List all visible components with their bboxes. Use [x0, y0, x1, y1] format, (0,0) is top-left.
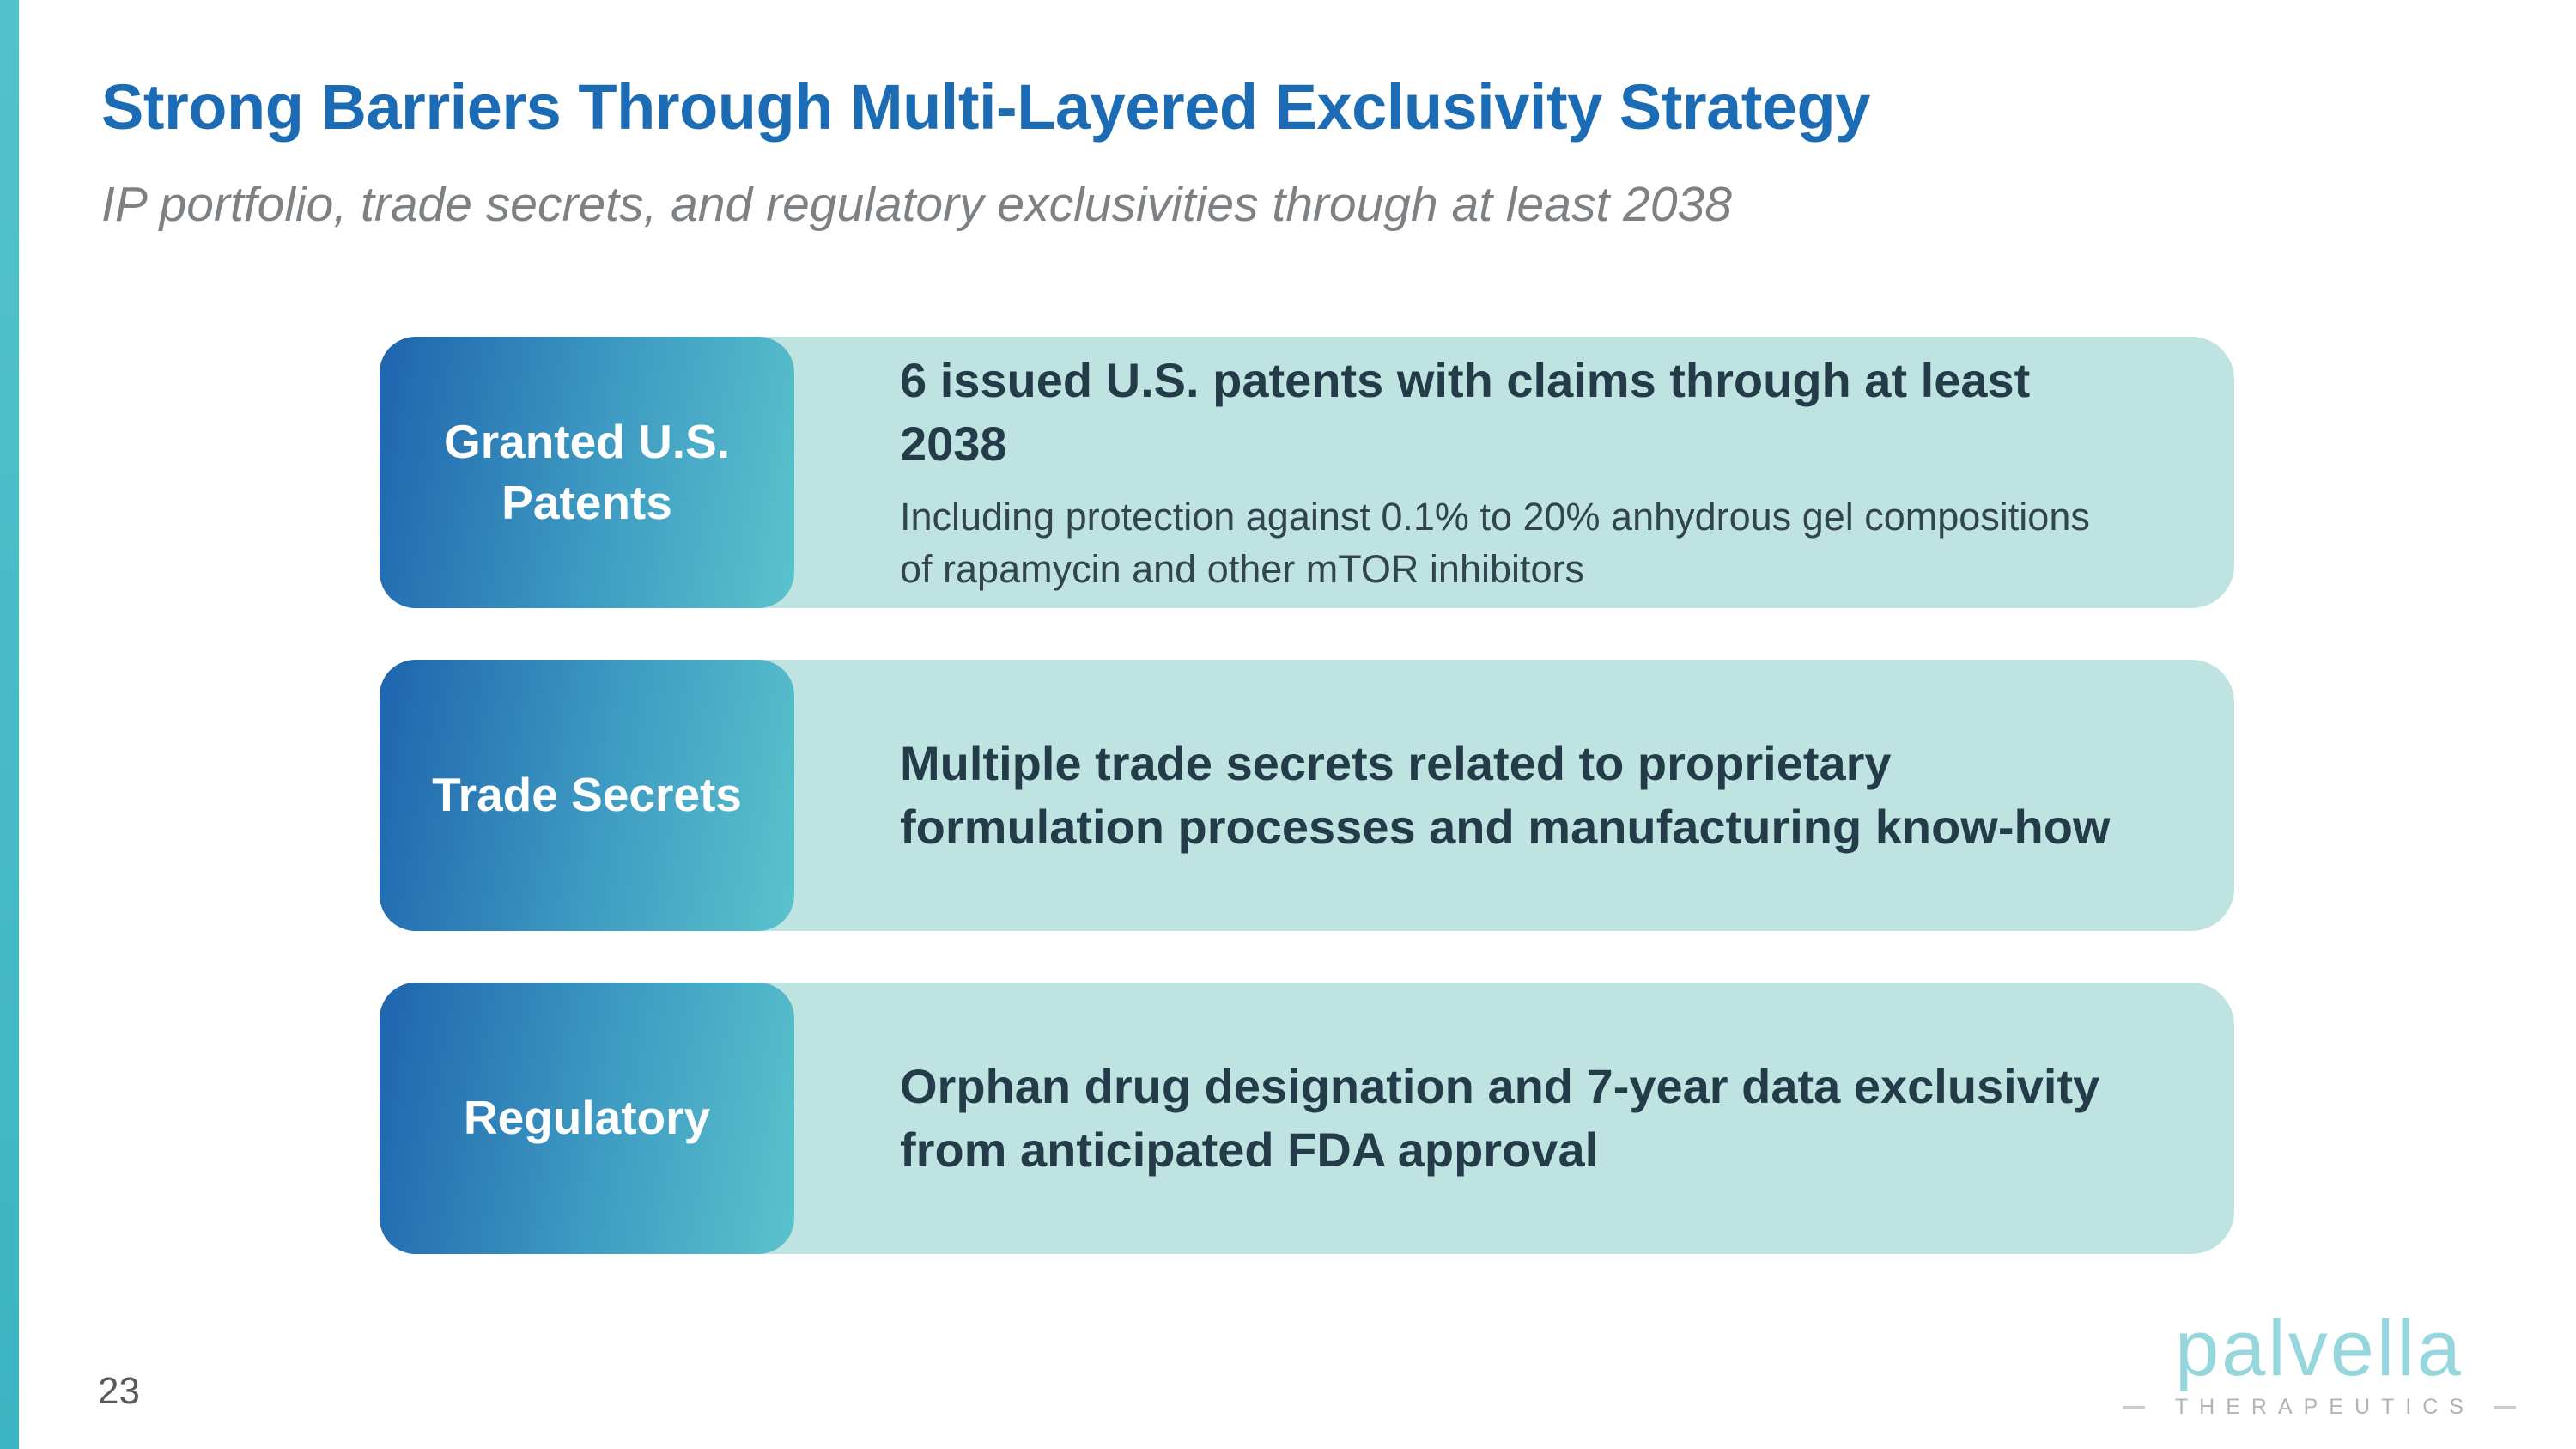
logo-wordmark: palvella [2174, 1305, 2464, 1392]
left-accent-stripe [0, 0, 19, 1449]
exclusivity-rows: Granted U.S. Patents 6 issued U.S. paten… [380, 337, 2234, 1254]
row-granted-us-patents: Granted U.S. Patents 6 issued U.S. paten… [380, 337, 2234, 608]
logo-tagline-text: THERAPEUTICS [2174, 1395, 2475, 1419]
row-card [586, 983, 2234, 1254]
row-heading: 6 issued U.S. patents with claims throug… [900, 353, 2031, 472]
page-number: 23 [98, 1370, 140, 1412]
row-content: Orphan drug designation and 7-year data … [900, 983, 2123, 1254]
row-card [586, 660, 2234, 931]
company-logo: palvella THERAPEUTICS [2123, 1309, 2516, 1420]
row-label-card: Trade Secrets [380, 660, 794, 931]
row-label: Granted U.S. Patents [443, 414, 731, 530]
row-trade-secrets: Trade Secrets Multiple trade secrets rel… [380, 660, 2234, 931]
row-label-card: Granted U.S. Patents [380, 337, 794, 608]
row-card [586, 337, 2234, 608]
row-label: Regulatory [463, 1091, 711, 1145]
row-body: Including protection against 0.1% to 20%… [900, 495, 2090, 591]
row-label-card: Regulatory [380, 983, 794, 1254]
row-label: Trade Secrets [432, 768, 742, 822]
logo-tagline: THERAPEUTICS [2123, 1395, 2516, 1420]
row-regulatory: Regulatory Orphan drug designation and 7… [380, 983, 2234, 1254]
row-heading: Orphan drug designation and 7-year data … [900, 1059, 2100, 1177]
row-content: Multiple trade secrets related to propri… [900, 660, 2123, 931]
slide-title: Strong Barriers Through Multi-Layered Ex… [101, 71, 1870, 143]
slide-subtitle: IP portfolio, trade secrets, and regulat… [101, 177, 1732, 232]
row-heading: Multiple trade secrets related to propri… [900, 736, 2111, 854]
row-content: 6 issued U.S. patents with claims throug… [900, 337, 2123, 608]
